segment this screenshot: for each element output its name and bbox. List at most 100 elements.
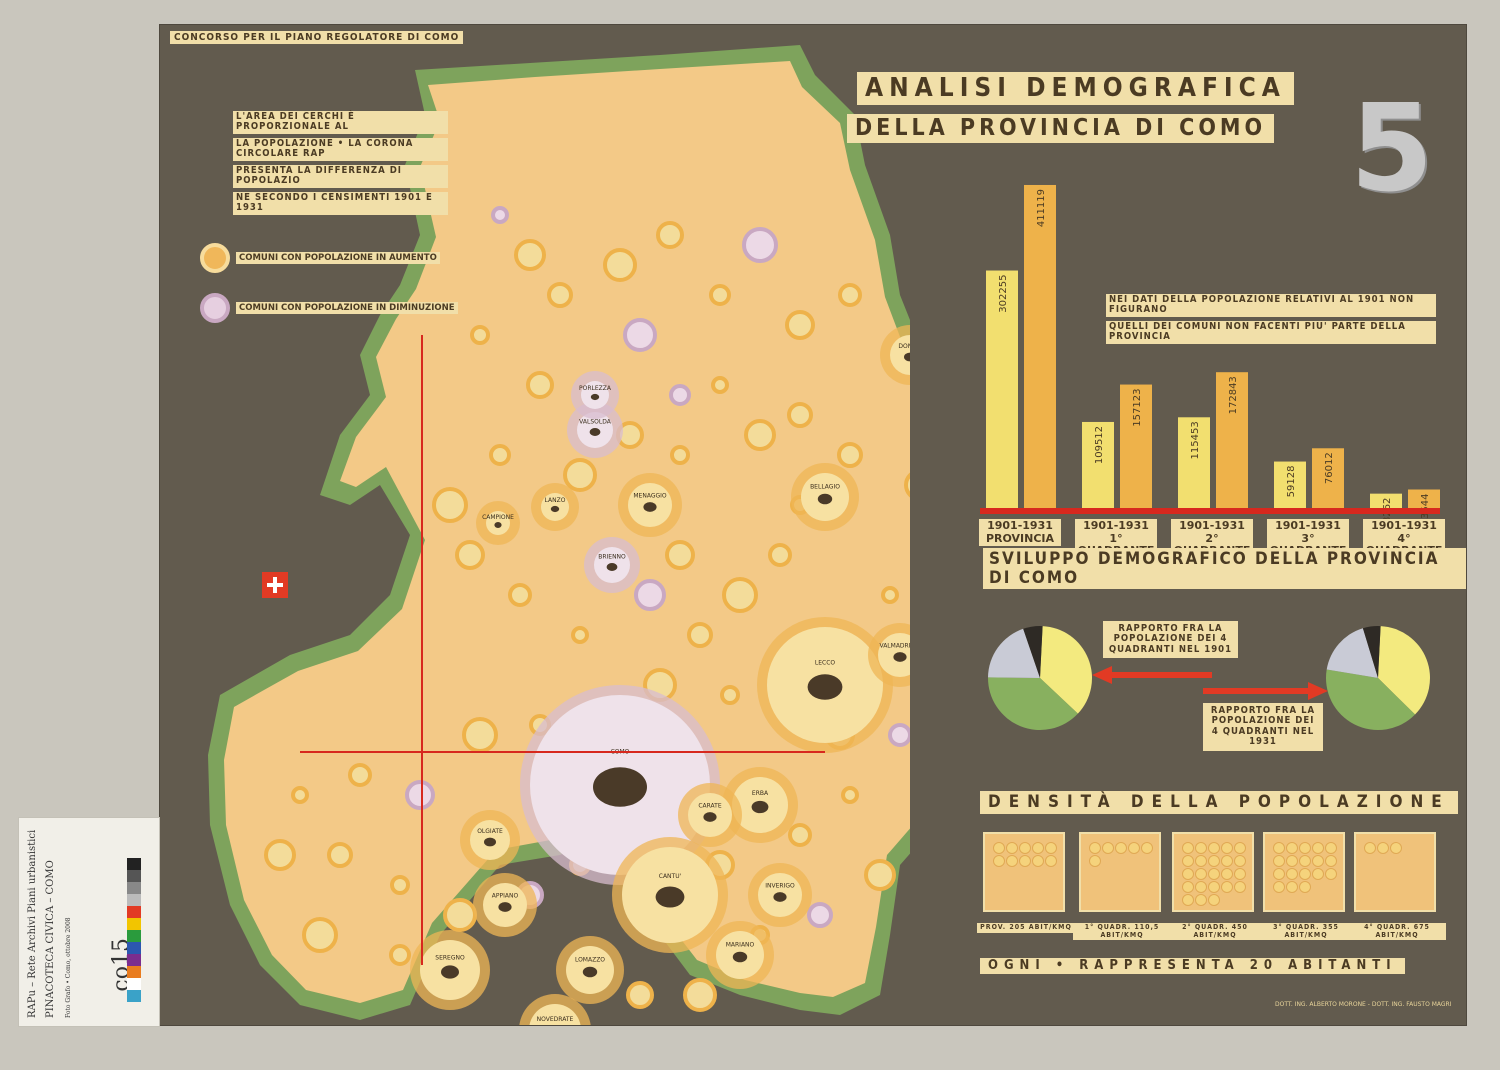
density-dot: [1312, 842, 1324, 854]
density-dot: [1208, 842, 1220, 854]
commune-circle: [547, 282, 573, 308]
town-shape: [589, 428, 601, 436]
commune-circle: [462, 717, 498, 753]
commune-circle: [864, 859, 896, 891]
commune-circle: [626, 981, 654, 1009]
commune-circle: [470, 325, 490, 345]
commune-name: BRIENNO: [598, 554, 626, 561]
density-dot: [993, 855, 1005, 867]
bar-value-label: 109512: [1094, 426, 1105, 464]
commune-circle: [669, 384, 691, 406]
density-dot: [1195, 842, 1207, 854]
density-title: DENSITÀ DELLA POPOLAZIONE: [980, 791, 1458, 814]
bar-1931-0: [1024, 184, 1056, 508]
category-years: 1901-1931: [1083, 519, 1149, 532]
commune-circle: [890, 335, 910, 375]
pie-slice-1: [988, 677, 1078, 730]
commune-name: ERBA: [752, 790, 769, 797]
density-box: [1263, 832, 1345, 912]
bar-1901-4: [1370, 493, 1402, 508]
commune-circle: [683, 978, 717, 1012]
commune-name: VALMADRERA: [879, 642, 910, 649]
commune-name: INVERIGO: [765, 882, 795, 889]
bar-value-label: 172843: [1228, 376, 1239, 414]
color-calibration-bar: [127, 858, 141, 1006]
card-line-3: Foto Grafo • Como, ottobre 2008: [65, 917, 72, 1018]
density-dot: [1299, 881, 1311, 893]
explanation-line: LA POPOLAZIONE • LA CORONA CIRCOLARE RAP: [233, 137, 448, 161]
density-dot: [1195, 881, 1207, 893]
town-shape: [751, 800, 769, 814]
commune-circle: [670, 445, 690, 465]
commune-circle: [491, 206, 509, 224]
pie-label-1901: RAPPORTO FRA LA POPOLAZIONE DEI 4 QUADRA…: [1103, 621, 1238, 659]
town-shape: [893, 652, 907, 662]
density-dot: [1182, 894, 1194, 906]
explanation-line: L'AREA DEI CERCHI È PROPORZIONALE AL: [233, 111, 448, 134]
commune-name: CANTU': [659, 873, 682, 880]
commune-circle: [807, 902, 833, 928]
category-years: 1901-1931: [987, 519, 1053, 532]
density-box: [1172, 832, 1254, 912]
authors-signature: DOTT. ING. ALBERTO MORONE - DOTT. ING. F…: [1275, 1001, 1452, 1008]
commune-name: MARIANO: [726, 942, 755, 949]
commune-circle: [785, 310, 815, 340]
commune-name: LANZO: [545, 497, 566, 504]
bar-1901-1: [1082, 421, 1114, 508]
bar-1931-1: [1120, 384, 1152, 508]
density-box: [1079, 832, 1161, 912]
competition-tag: CONCORSO PER IL PIANO REGOLATORE DI COMO: [170, 31, 464, 44]
density-dot: [1299, 868, 1311, 880]
pie-slice-3: [1362, 626, 1381, 678]
arrow-right-icon: [1203, 682, 1328, 700]
pie-1931: [1326, 626, 1430, 730]
legend-growth: COMUNI CON POPOLAZIONE IN AUMENTO: [200, 243, 440, 273]
commune-circle: [634, 579, 666, 611]
town-shape: [550, 505, 560, 513]
commune-circle: [405, 780, 435, 810]
density-box: [1354, 832, 1436, 912]
commune-circle: [665, 540, 695, 570]
town-shape: [590, 393, 600, 401]
category-years: 1901-1931: [1371, 519, 1437, 532]
plan-board: CONCORSO PER IL PIANO REGOLATORE DI COMO…: [160, 25, 1466, 1025]
density-dot: [1141, 842, 1153, 854]
density-dot: [1286, 855, 1298, 867]
bar-chart: 302255 411119 109512 157123 115453 172843 5912…: [980, 184, 1440, 520]
density-dot: [1286, 881, 1298, 893]
bar-value-label: 411119: [1036, 189, 1047, 227]
commune-circle: [744, 419, 776, 451]
commune-circle: [432, 487, 468, 523]
commune-name: MENAGGIO: [633, 492, 667, 499]
density-dot: [1299, 855, 1311, 867]
explanation-text: L'AREA DEI CERCHI È PROPORZIONALE AL LA …: [233, 111, 448, 219]
commune-circle: [838, 283, 862, 307]
bar-value-label: 23544: [1420, 494, 1431, 520]
town-shape: [655, 886, 685, 908]
density-dot: [1089, 842, 1101, 854]
density-dot: [1195, 855, 1207, 867]
town-shape: [732, 951, 748, 963]
pie-slice-2: [1326, 628, 1378, 678]
density-dot: [1234, 855, 1246, 867]
density-label: PROV. 205 ABIT/KMQ: [977, 923, 1075, 933]
density-dot: [1325, 868, 1337, 880]
density-dot: [1195, 894, 1207, 906]
commune-name: CARATE: [698, 802, 722, 809]
category-label: 1901-1931 PROVINCIA: [979, 519, 1061, 547]
density-dot: [1128, 842, 1140, 854]
category-name: PROVINCIA: [985, 531, 1055, 545]
density-dot: [993, 842, 1005, 854]
commune-circle: [837, 442, 863, 468]
density-dot: [1032, 842, 1044, 854]
commune-circle: [390, 875, 410, 895]
density-dot: [1273, 881, 1285, 893]
plate-number: 5: [1350, 80, 1434, 219]
density-label: 3° QUADR. 355 ABIT/KMQ: [1257, 923, 1355, 941]
commune-circle: [623, 318, 657, 352]
town-shape: [807, 674, 843, 700]
density-dot: [1006, 855, 1018, 867]
commune-circle: [722, 577, 758, 613]
density-label: 4° QUADR. 675 ABIT/KMQ: [1348, 923, 1446, 941]
density-dot: [1299, 842, 1311, 854]
